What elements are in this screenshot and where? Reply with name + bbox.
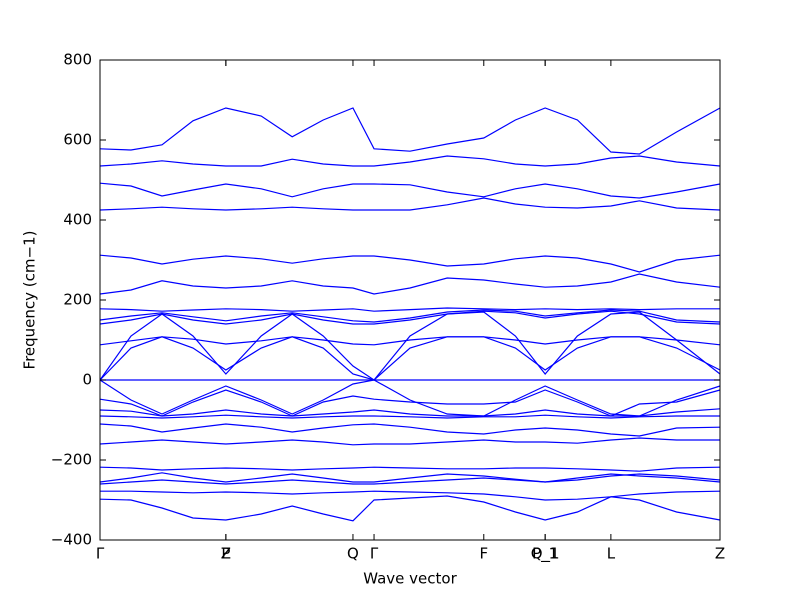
x-tick-label: Q [347, 545, 359, 563]
band-line [99, 182, 721, 199]
band-line [99, 107, 721, 155]
band-line [99, 311, 721, 381]
band-line [99, 466, 721, 472]
band-line [99, 310, 721, 325]
x-tick-label: Z [715, 545, 725, 563]
plot-area [99, 107, 721, 522]
band-line [99, 254, 721, 273]
y-tick-label: 800 [63, 51, 92, 69]
x-tick-label: P_1 [532, 545, 558, 564]
band-line [99, 408, 721, 417]
band-line [99, 197, 721, 211]
band-line [99, 307, 720, 312]
band-line [99, 155, 721, 167]
band-line [99, 336, 721, 346]
band-line [100, 490, 721, 501]
x-tick-label: Γ [370, 545, 379, 563]
band-line [99, 472, 721, 483]
y-tick-label: 600 [63, 131, 92, 149]
y-tick-label: −400 [51, 531, 92, 549]
y-axis-label: Frequency (cm−1) [21, 231, 39, 370]
y-tick-label: −200 [51, 451, 92, 469]
band-line [99, 273, 721, 295]
x-tick-label: P [221, 545, 230, 563]
band-line [99, 423, 721, 437]
y-tick-label: 0 [82, 371, 92, 389]
band-line [99, 414, 720, 419]
y-tick-label: 200 [63, 291, 92, 309]
x-tick-label: Q_1 [531, 545, 560, 564]
band-line [99, 473, 721, 485]
x-tick-label: L [607, 545, 616, 563]
band-line [99, 495, 721, 522]
x-tick-label: Z [221, 545, 231, 563]
band-line [99, 379, 721, 417]
y-tick-label: 400 [63, 211, 92, 229]
band-line [99, 336, 721, 381]
x-tick-label: F [479, 545, 488, 563]
band-line [99, 437, 720, 446]
band-line [99, 309, 721, 323]
x-axis-label: Wave vector [363, 570, 457, 588]
band-line [99, 389, 721, 417]
x-tick-label: Γ [96, 545, 105, 563]
